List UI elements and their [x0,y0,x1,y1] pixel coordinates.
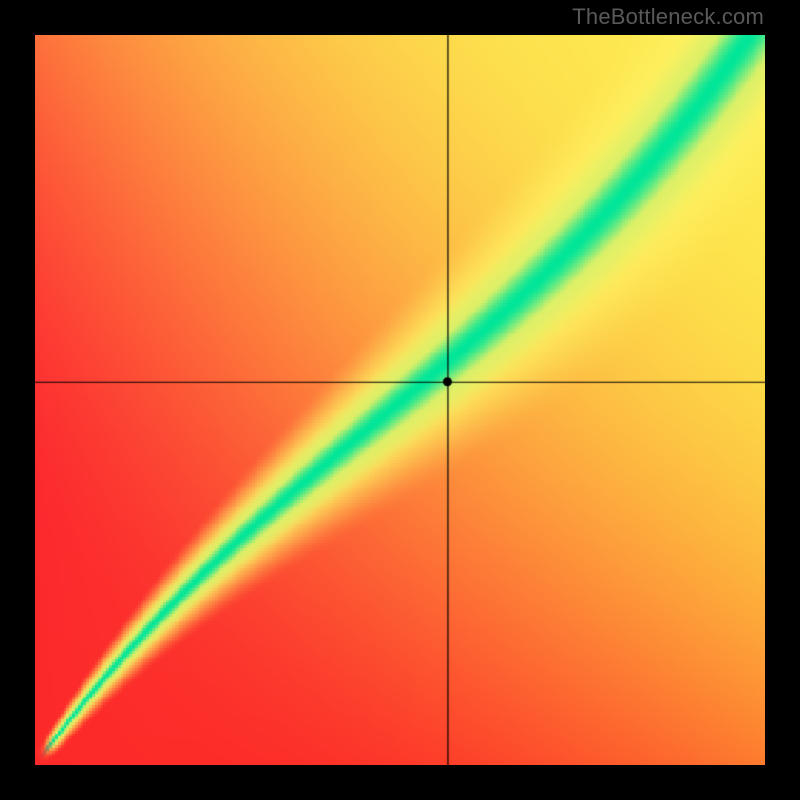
bottleneck-heatmap [35,35,765,765]
chart-frame: TheBottleneck.com [0,0,800,800]
attribution-label: TheBottleneck.com [572,4,764,30]
